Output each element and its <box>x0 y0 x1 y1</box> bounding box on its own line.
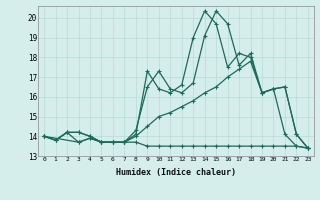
X-axis label: Humidex (Indice chaleur): Humidex (Indice chaleur) <box>116 168 236 177</box>
